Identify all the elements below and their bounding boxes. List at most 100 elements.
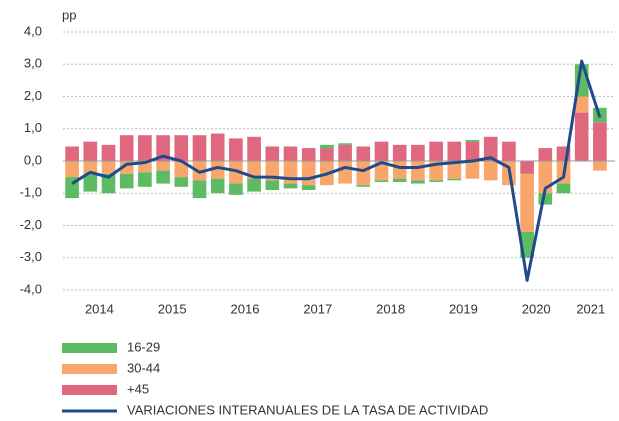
bar-segment [429, 180, 443, 182]
bar-segment [301, 148, 316, 161]
bar-segment [374, 141, 389, 161]
bar-segment [192, 180, 207, 199]
bar-segment [174, 177, 189, 187]
y-tick-label: -4,0 [20, 281, 42, 296]
bar-segment [356, 161, 371, 186]
bar-segment [338, 143, 352, 145]
bar-segment [374, 180, 389, 182]
activity-line [71, 59, 602, 282]
bar-segment [301, 161, 316, 186]
bar-segment [210, 161, 225, 179]
bar-segment [156, 170, 170, 184]
bar-segment [593, 122, 607, 161]
bar-segment [538, 193, 553, 205]
bar-segment [520, 173, 534, 232]
y-tick-label: -2,0 [20, 217, 42, 232]
legend-swatch [62, 385, 117, 395]
bar-segment [574, 96, 589, 113]
bar-segment [174, 135, 189, 161]
bar-segment [283, 183, 298, 189]
bar-segment [138, 135, 152, 161]
y-tick-label: 0,0 [24, 152, 42, 167]
bar-segment [374, 161, 389, 181]
bar-segment [556, 183, 571, 194]
bar-segment [101, 173, 116, 194]
bar-segment [65, 161, 79, 178]
bar-segment [83, 161, 98, 174]
y-tick-label: 3,0 [24, 56, 42, 71]
x-tick-label: 2017 [303, 301, 332, 316]
bar-segment [301, 185, 316, 191]
bar-segment [392, 178, 407, 182]
bar-segment [356, 146, 371, 161]
legend-label: 16-29 [127, 339, 160, 354]
bar-segment [411, 144, 425, 161]
bar-segment [447, 161, 462, 179]
bar-segment [411, 180, 425, 184]
bar-segment [229, 161, 243, 184]
bar-segment [265, 161, 280, 181]
bar-segment [392, 161, 407, 179]
bar-segment [338, 144, 352, 161]
bar-segment [247, 161, 261, 179]
bar-segment [83, 173, 98, 192]
y-unit-label: pp [62, 7, 76, 22]
bar-segment [465, 141, 480, 161]
bar-segment [210, 178, 225, 194]
bar-segment [520, 161, 534, 174]
bar-segment [447, 178, 462, 181]
bar-segment [65, 146, 79, 161]
bar-segment [229, 183, 243, 195]
bar-segment [119, 135, 134, 161]
bar-segment [574, 112, 589, 161]
bar-segment [174, 161, 189, 178]
bar-segment [210, 133, 225, 161]
bar-segment [356, 185, 371, 187]
bar-segment [320, 148, 334, 161]
bar-segment [429, 141, 443, 161]
legend-swatch [62, 343, 117, 353]
legend-label: 30-44 [127, 360, 160, 375]
bar-segment [502, 141, 516, 161]
bar-segment [447, 141, 462, 161]
bar-segment [465, 161, 480, 179]
y-tick-label: 4,0 [24, 23, 42, 38]
bar-segment [138, 172, 152, 187]
bar-segment [101, 144, 116, 161]
bar-segment [247, 136, 261, 161]
legend-label: +45 [127, 381, 149, 396]
legend-label: VARIACIONES INTERANUALES DE LA TASA DE A… [127, 402, 488, 417]
y-tick-label: -3,0 [20, 249, 42, 264]
bar-segment [156, 161, 170, 171]
x-tick-label: 2019 [449, 301, 478, 316]
x-tick-label: 2016 [231, 301, 260, 316]
y-tick-label: -1,0 [20, 185, 42, 200]
x-tick-label: 2021 [576, 301, 605, 316]
bar-segment [483, 136, 498, 161]
bar-segment [465, 140, 480, 142]
x-tick-label: 2014 [85, 301, 114, 316]
bar-segment [192, 135, 207, 161]
bar-segment [338, 161, 352, 184]
bar-segment [138, 161, 152, 173]
bar-segment [83, 141, 98, 161]
bar-segment [229, 138, 243, 161]
bar-segment [538, 148, 553, 161]
bar-segment [265, 146, 280, 161]
legend-swatch [62, 364, 117, 374]
bar-segment [320, 144, 334, 149]
y-tick-label: 1,0 [24, 120, 42, 135]
bar-segment [411, 161, 425, 181]
y-tick-label: 2,0 [24, 88, 42, 103]
bar-segment [247, 178, 261, 192]
x-tick-label: 2018 [376, 301, 405, 316]
bar-segment [593, 161, 607, 171]
bar-segment [283, 146, 298, 161]
bar-segment [119, 173, 134, 189]
x-tick-label: 2015 [158, 301, 187, 316]
bar-segment [483, 161, 498, 181]
x-tick-label: 2020 [522, 301, 551, 316]
bar-segment [392, 144, 407, 161]
bar-segment [101, 161, 116, 174]
